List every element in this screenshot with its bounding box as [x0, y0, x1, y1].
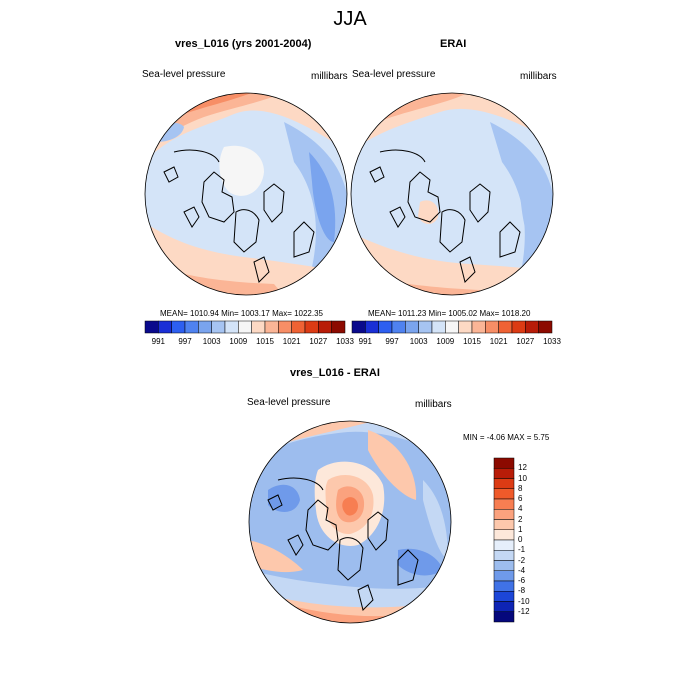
colorbar-tick-label: -12	[518, 606, 530, 616]
colorbar-swatch	[264, 320, 279, 334]
colorbar-swatch	[278, 320, 292, 334]
colorbar-tick-label: 1	[518, 524, 523, 534]
colorbar-tick-label: -4	[518, 565, 526, 575]
model-colorbar	[144, 320, 346, 334]
colorbar-tick-label: 997	[178, 337, 192, 346]
colorbar-tick-label: -10	[518, 596, 530, 606]
model-colorbar-ticks: 991 997 1003 1009 1015 1021 1027 1033	[145, 337, 354, 349]
model-stats: MEAN= 1010.94 Min= 1003.17 Max= 1022.35	[160, 309, 323, 318]
colorbar-swatch	[493, 560, 515, 571]
colorbar-tick-label: 12	[518, 463, 527, 473]
obs-colorbar-ticks: 991 997 1003 1009 1015 1021 1027 1033	[352, 337, 561, 349]
colorbar-swatch	[493, 519, 515, 530]
colorbar-tick-label: 991	[151, 337, 165, 346]
colorbar-tick-label: -1	[518, 545, 526, 555]
colorbar-swatch	[493, 611, 515, 623]
colorbar-swatch	[525, 320, 539, 334]
colorbar-tick-label: 6	[518, 494, 523, 503]
colorbar-swatch	[171, 320, 186, 334]
colorbar-swatch	[238, 320, 252, 334]
colorbar-swatch	[198, 320, 212, 334]
colorbar-swatch	[538, 320, 553, 334]
colorbar-swatch	[291, 320, 306, 334]
colorbar-swatch	[511, 320, 526, 334]
diff-units-label: millibars	[415, 399, 452, 410]
colorbar-swatch	[184, 320, 199, 334]
model-panel-title: vres_L016 (yrs 2001-2004)	[175, 38, 312, 50]
colorbar-tick-label: 1033	[543, 337, 561, 346]
colorbar-swatch	[471, 320, 486, 334]
colorbar-tick-label: -2	[518, 555, 526, 565]
colorbar-swatch	[304, 320, 319, 334]
obs-colorbar	[351, 320, 553, 334]
colorbar-swatch	[493, 478, 515, 489]
colorbar-swatch	[405, 320, 419, 334]
colorbar-tick-label: 1033	[336, 337, 354, 346]
colorbar-tick-label: 997	[385, 337, 399, 346]
colorbar-tick-label: 1021	[489, 337, 508, 346]
colorbar-swatch	[418, 320, 433, 334]
obs-panel-title: ERAI	[440, 38, 467, 50]
colorbar-swatch	[458, 320, 473, 334]
colorbar-swatch	[493, 468, 515, 479]
colorbar-tick-label: 1021	[282, 337, 301, 346]
colorbar-tick-label: 1009	[436, 337, 455, 346]
colorbar-swatch	[224, 320, 239, 334]
page-title: JJA	[333, 8, 367, 30]
colorbar-tick-label: 1003	[202, 337, 221, 346]
colorbar-swatch	[493, 498, 515, 510]
diff-colorbar	[493, 457, 515, 623]
colorbar-tick-label: 2	[518, 514, 523, 524]
colorbar-tick-label: 1003	[409, 337, 428, 346]
colorbar-tick-label: 1015	[463, 337, 481, 346]
colorbar-swatch	[498, 320, 513, 334]
colorbar-swatch	[331, 320, 346, 334]
colorbar-swatch	[493, 591, 515, 602]
colorbar-swatch	[351, 320, 366, 334]
diff-panel-title: vres_L016 - ERAI	[290, 367, 380, 379]
diff-colorbar-ticks: 12 10 8 6 4 2 1 0 -1 -2 -4 -6 -8 -10 -12	[518, 458, 548, 622]
model-polar-map	[144, 92, 348, 296]
model-units-label: millibars	[311, 71, 348, 82]
colorbar-swatch	[431, 320, 446, 334]
colorbar-tick-label: 991	[358, 337, 372, 346]
diff-stats: MIN = -4.06 MAX = 5.75	[463, 433, 550, 442]
obs-stats: MEAN= 1011.23 Min= 1005.02 Max= 1018.20	[368, 309, 531, 318]
colorbar-swatch	[493, 570, 515, 582]
colorbar-swatch	[493, 539, 515, 551]
colorbar-tick-label: 4	[518, 504, 523, 514]
colorbar-swatch	[391, 320, 406, 334]
colorbar-swatch	[485, 320, 499, 334]
colorbar-swatch	[378, 320, 393, 334]
diff-variable-label: Sea-level pressure	[247, 397, 331, 408]
colorbar-swatch	[144, 320, 159, 334]
colorbar-tick-label: -6	[518, 576, 526, 585]
colorbar-tick-label: 10	[518, 473, 527, 483]
colorbar-swatch	[493, 529, 515, 541]
colorbar-swatch	[251, 320, 266, 334]
colorbar-tick-label: 1027	[516, 337, 535, 346]
obs-polar-map	[350, 92, 554, 296]
obs-units-label: millibars	[520, 71, 557, 82]
colorbar-swatch	[365, 320, 379, 334]
model-variable-label: Sea-level pressure	[142, 69, 226, 80]
colorbar-tick-label: -8	[518, 586, 526, 596]
colorbar-tick-label: 1015	[256, 337, 274, 346]
colorbar-swatch	[445, 320, 459, 334]
colorbar-swatch	[318, 320, 332, 334]
colorbar-swatch	[493, 580, 515, 592]
colorbar-swatch	[493, 488, 515, 500]
colorbar-tick-label: 0	[518, 535, 523, 544]
colorbar-swatch	[493, 509, 515, 520]
colorbar-tick-label: 1027	[309, 337, 328, 346]
colorbar-swatch	[211, 320, 226, 334]
colorbar-swatch	[158, 320, 172, 334]
colorbar-swatch	[493, 601, 515, 612]
diff-polar-map	[248, 420, 452, 624]
colorbar-swatch	[493, 550, 515, 561]
obs-variable-label: Sea-level pressure	[352, 69, 436, 80]
colorbar-tick-label: 1009	[229, 337, 248, 346]
colorbar-swatch	[493, 457, 515, 469]
colorbar-tick-label: 8	[518, 483, 523, 493]
